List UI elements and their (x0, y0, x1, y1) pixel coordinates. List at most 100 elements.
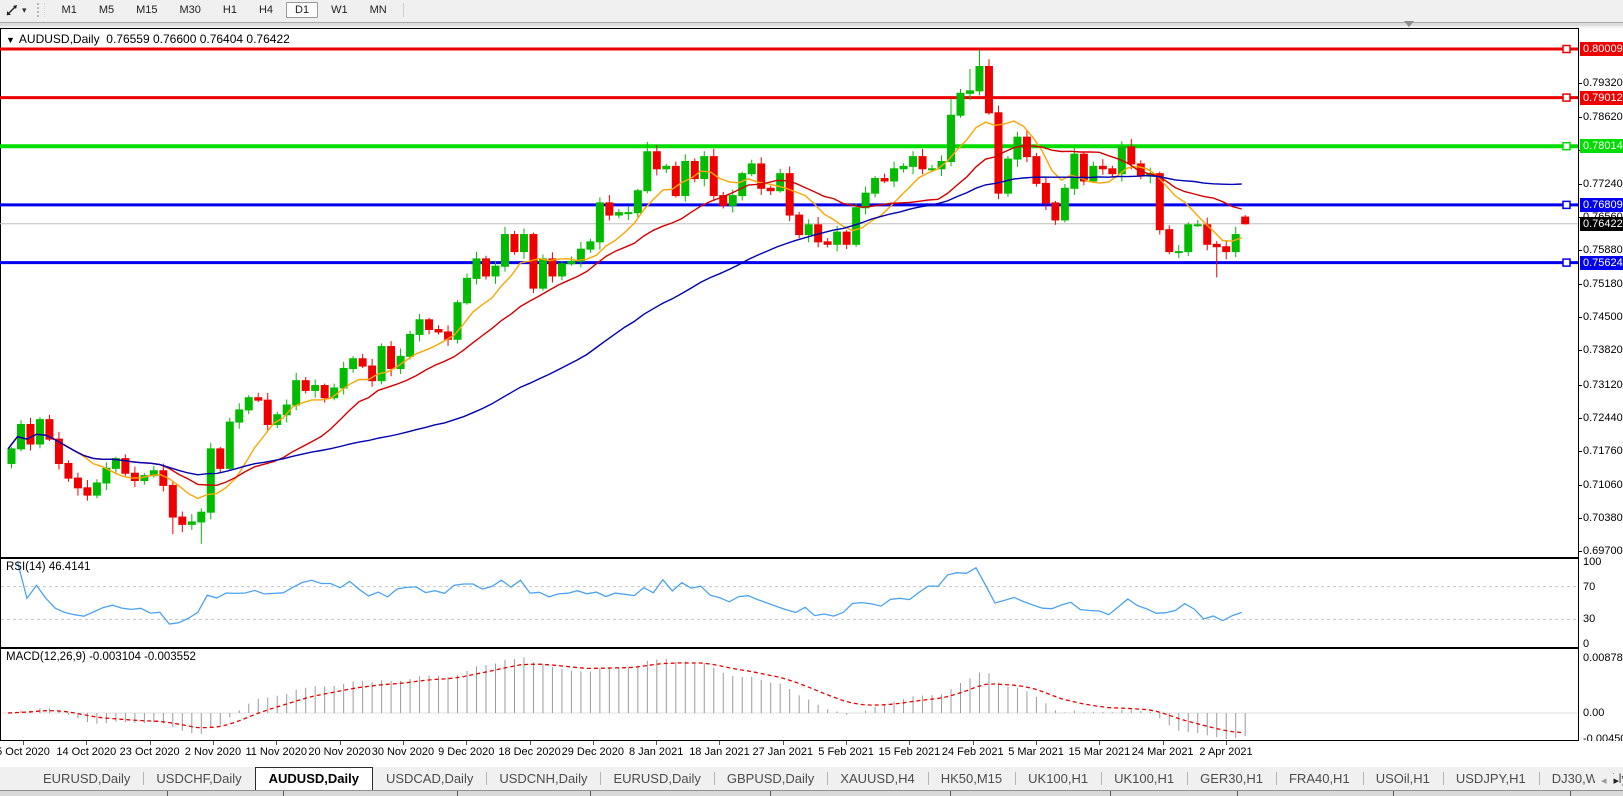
price-level-label[interactable]: 0.79012 (1580, 90, 1623, 105)
date-axis-label: 15 Feb 2021 (878, 746, 941, 758)
chart-canvas[interactable] (0, 28, 1623, 741)
chart-tab[interactable]: HK50,M15 (927, 768, 1015, 790)
chart-area[interactable]: ▼ AUDUSD,Daily 0.76559 0.76600 0.76404 0.… (0, 28, 1623, 745)
candle-body (690, 160, 699, 180)
price-level-label[interactable]: 0.80009 (1580, 42, 1623, 57)
candle-body (1098, 165, 1107, 170)
timeframe-button-mn[interactable]: MN (369, 4, 387, 16)
level-drag-handle[interactable] (1562, 93, 1571, 102)
chart-tab[interactable]: USDCNH,Daily (486, 768, 600, 790)
timeframe-button-m1[interactable]: M1 (61, 4, 77, 16)
tool-dropdown-caret-icon[interactable]: ▾ (22, 4, 27, 15)
candle-body (472, 258, 481, 279)
timeframe-button-d1[interactable]: D1 (286, 2, 319, 18)
timeframe-button-m5[interactable]: M5 (98, 4, 115, 16)
candle-body (434, 329, 443, 333)
candle-body (557, 263, 566, 277)
chart-tab[interactable]: XAUUSD,H4 (827, 768, 927, 790)
chart-tab[interactable]: FRA40,H1 (1275, 768, 1363, 790)
chart-tab[interactable]: UK100,H1 (1015, 768, 1101, 790)
axis-tickmark (1578, 417, 1582, 419)
level-drag-handle[interactable] (1562, 141, 1571, 151)
candle-body (586, 241, 595, 250)
timeframe-button-h4[interactable]: H4 (258, 4, 274, 16)
chart-tab[interactable]: GER30,H1 (1187, 768, 1276, 790)
candle-body (510, 234, 519, 253)
candle-body (747, 163, 756, 175)
chart-scrollbar[interactable] (0, 20, 1623, 28)
chart-tab[interactable]: GBPUSD,Daily (713, 768, 827, 790)
chart-tab[interactable]: UK100,H1 (1101, 768, 1187, 790)
date-axis-label: 2 Nov 2020 (184, 746, 242, 758)
candle-body (35, 419, 44, 445)
moving-average-line (7, 120, 1242, 500)
rsi-panel (0, 558, 1579, 648)
chart-tab[interactable]: USOil,H1 (1362, 768, 1443, 790)
candle-body (292, 380, 301, 406)
price-level-label[interactable]: 0.76809 (1580, 197, 1623, 212)
chart-tab[interactable]: AUDUSD,Daily (254, 767, 373, 790)
axis-tickmark (1578, 183, 1582, 185)
level-drag-handle[interactable] (1562, 258, 1571, 267)
current-price-label: 0.76422 (1580, 216, 1623, 231)
rsi-axis-tick: 30 (1583, 613, 1596, 626)
date-axis-tickmark (212, 741, 214, 745)
date-axis-label: 5 Feb 2021 (818, 746, 874, 758)
level-drag-handle[interactable] (1562, 200, 1571, 210)
candle-body (1108, 168, 1117, 175)
candle-body (624, 212, 633, 215)
candle-body (453, 302, 462, 340)
toolbar-grip[interactable] (36, 3, 45, 17)
price-axis-tick: 0.79320 (1583, 76, 1623, 89)
tab-scroll-right-icon[interactable]: ▸ (1613, 775, 1619, 787)
macd-axis-tick: 0.008785 (1583, 652, 1623, 664)
candle-body (1070, 153, 1079, 189)
chart-tab[interactable]: USDJPY,H1 (1442, 768, 1539, 790)
candle-body (890, 168, 899, 182)
candle-body (984, 66, 993, 114)
price-axis-tick: 0.74500 (1583, 311, 1623, 324)
status-strip-divider (167, 791, 168, 796)
timeframe-button-h1[interactable]: H1 (222, 4, 237, 16)
candle-body (833, 231, 842, 245)
date-axis-tickmark (276, 741, 278, 745)
candle-body (1212, 243, 1221, 248)
date-axis-tickmark (1226, 741, 1227, 745)
candle-body (1231, 234, 1240, 253)
level-drag-handle[interactable] (1562, 44, 1571, 54)
candle-body (804, 224, 813, 236)
chart-tab[interactable]: EURUSD,Daily (600, 768, 713, 790)
date-axis-tickmark (592, 741, 594, 745)
tab-scroll-left-icon[interactable]: ◂ (1600, 775, 1607, 787)
candle-body (7, 448, 16, 464)
timeframe-toolbar: ▾ M1 M5 M15 M30 H1 H4 D1 W1 MN (0, 0, 1623, 21)
chart-tab[interactable]: USDCAD,Daily (385, 771, 474, 786)
candle-body (500, 234, 509, 267)
candle-body (159, 470, 168, 486)
chart-tab[interactable]: USDCHF,Daily (143, 768, 254, 790)
axis-tickmark (1578, 284, 1582, 286)
date-axis[interactable]: 5 Oct 2020 14 Oct 2020 23 Oct 2020 2 Nov 20… (0, 741, 1623, 767)
symbol-dropdown-icon[interactable]: ▼ (6, 35, 15, 45)
cursor-tool-icon[interactable] (3, 2, 21, 18)
candle-body (1079, 153, 1088, 182)
chart-shift-marker[interactable] (1404, 21, 1414, 27)
timeframe-button-m15[interactable]: M15 (136, 4, 158, 16)
price-axis-tick: 0.77240 (1583, 177, 1623, 190)
chart-tab[interactable]: EURUSD,Daily (43, 771, 131, 786)
candle-body (909, 156, 918, 167)
price-axis-tick: 0.72440 (1583, 411, 1623, 424)
candle-body (899, 165, 908, 170)
timeframe-button-m30[interactable]: M30 (179, 4, 201, 16)
candle-body (197, 511, 206, 523)
candle-body (965, 90, 974, 94)
price-level-label[interactable]: 0.78014 (1580, 139, 1623, 154)
axis-tickmark (1578, 518, 1582, 520)
date-axis-label: 18 Dec 2020 (498, 746, 561, 758)
candle-body (1193, 224, 1202, 227)
chart-scrollbar-track[interactable] (0, 22, 1623, 26)
price-axis-tick: 0.78620 (1583, 110, 1623, 123)
timeframe-button-w1[interactable]: W1 (331, 4, 348, 16)
candle-body (187, 521, 196, 525)
price-level-label[interactable]: 0.75624 (1580, 255, 1623, 270)
